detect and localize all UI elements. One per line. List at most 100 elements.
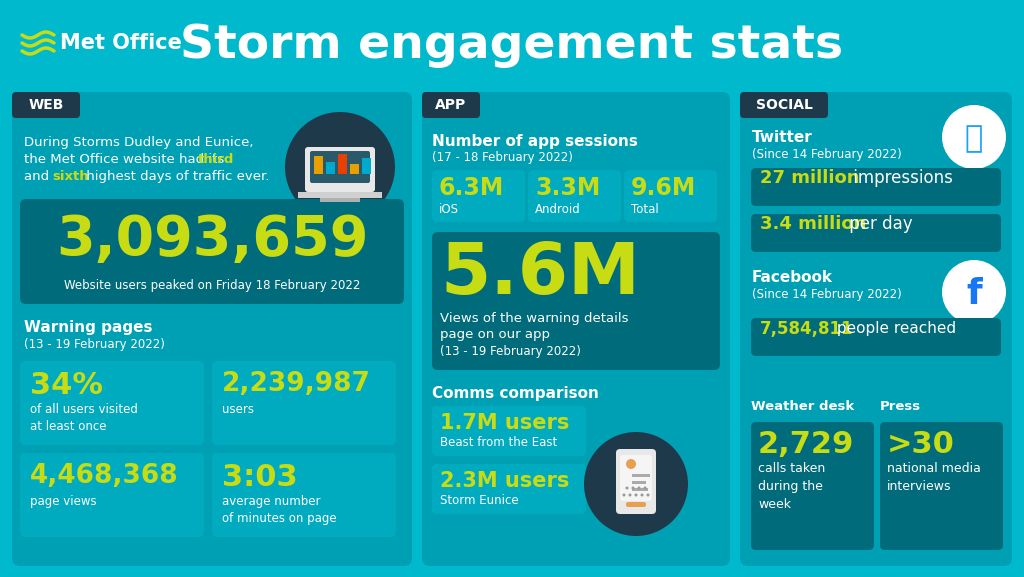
Text: users: users <box>222 403 254 416</box>
Bar <box>632 481 646 484</box>
FancyBboxPatch shape <box>432 232 720 370</box>
Bar <box>319 198 360 202</box>
Circle shape <box>626 486 629 489</box>
FancyBboxPatch shape <box>751 422 874 550</box>
FancyBboxPatch shape <box>310 151 370 183</box>
Text: Facebook: Facebook <box>752 270 833 285</box>
Text: people reached: people reached <box>831 321 956 336</box>
FancyBboxPatch shape <box>751 318 1001 356</box>
FancyBboxPatch shape <box>12 92 80 118</box>
Text: 3:03: 3:03 <box>222 463 298 492</box>
Text: 4,468,368: 4,468,368 <box>30 463 178 489</box>
Text: 🐦: 🐦 <box>965 125 983 153</box>
Text: Storm engagement stats: Storm engagement stats <box>180 23 844 68</box>
Text: average number
of minutes on page: average number of minutes on page <box>222 495 337 525</box>
Text: >30: >30 <box>887 430 954 459</box>
Text: During Storms Dudley and Eunice,: During Storms Dudley and Eunice, <box>24 136 254 149</box>
FancyBboxPatch shape <box>432 170 525 222</box>
Text: Twitter: Twitter <box>752 130 813 145</box>
Circle shape <box>635 493 638 496</box>
Bar <box>314 156 323 174</box>
Circle shape <box>626 459 636 469</box>
FancyBboxPatch shape <box>12 92 412 566</box>
Bar <box>632 488 648 491</box>
Bar <box>298 192 382 198</box>
Text: Press: Press <box>880 400 922 413</box>
Text: f: f <box>966 277 982 311</box>
Circle shape <box>285 112 395 222</box>
Circle shape <box>640 493 643 496</box>
FancyBboxPatch shape <box>620 455 652 501</box>
Text: calls taken
during the
week: calls taken during the week <box>758 462 825 511</box>
Text: the Met Office website had its: the Met Office website had its <box>24 153 228 166</box>
Text: Website users peaked on Friday 18 February 2022: Website users peaked on Friday 18 Februa… <box>63 279 360 293</box>
Text: sixth: sixth <box>52 170 89 183</box>
FancyBboxPatch shape <box>432 464 586 514</box>
Text: 7,584,811: 7,584,811 <box>760 320 853 338</box>
Text: WEB: WEB <box>29 98 63 112</box>
Text: Android: Android <box>535 203 581 216</box>
Text: highest days of traffic ever.: highest days of traffic ever. <box>82 170 269 183</box>
FancyBboxPatch shape <box>740 92 1012 566</box>
Circle shape <box>638 486 640 489</box>
FancyBboxPatch shape <box>20 199 404 304</box>
Text: Views of the warning details: Views of the warning details <box>440 312 629 325</box>
Text: (17 - 18 February 2022): (17 - 18 February 2022) <box>432 151 572 164</box>
Text: 3.4 million: 3.4 million <box>760 215 866 233</box>
Text: (Since 14 February 2022): (Since 14 February 2022) <box>752 148 902 161</box>
Circle shape <box>643 486 646 489</box>
FancyBboxPatch shape <box>528 170 621 222</box>
Circle shape <box>629 493 632 496</box>
Bar <box>350 164 359 174</box>
Text: 2.3M users: 2.3M users <box>440 471 569 491</box>
Bar <box>338 154 347 174</box>
Text: iOS: iOS <box>439 203 459 216</box>
Text: Beast from the East: Beast from the East <box>440 436 557 449</box>
Text: Warning pages: Warning pages <box>24 320 153 335</box>
FancyBboxPatch shape <box>616 449 656 514</box>
Circle shape <box>942 260 1006 324</box>
FancyBboxPatch shape <box>422 92 480 118</box>
Text: 6.3M: 6.3M <box>439 176 504 200</box>
Text: 34%: 34% <box>30 371 103 400</box>
Circle shape <box>646 493 649 496</box>
Circle shape <box>942 105 1006 169</box>
Text: impressions: impressions <box>848 169 953 187</box>
Text: Total: Total <box>631 203 658 216</box>
Bar <box>326 162 335 174</box>
FancyBboxPatch shape <box>626 502 646 507</box>
Text: (13 - 19 February 2022): (13 - 19 February 2022) <box>24 338 165 351</box>
FancyBboxPatch shape <box>740 92 828 118</box>
Text: Weather desk: Weather desk <box>751 400 854 413</box>
Text: APP: APP <box>435 98 467 112</box>
Text: page views: page views <box>30 495 96 508</box>
FancyBboxPatch shape <box>212 453 396 537</box>
Text: Number of app sessions: Number of app sessions <box>432 134 638 149</box>
Text: 2,729: 2,729 <box>758 430 854 459</box>
Text: 2,239,987: 2,239,987 <box>222 371 371 397</box>
FancyBboxPatch shape <box>20 453 204 537</box>
FancyBboxPatch shape <box>880 422 1002 550</box>
FancyBboxPatch shape <box>624 170 717 222</box>
Text: SOCIAL: SOCIAL <box>756 98 812 112</box>
Text: (13 - 19 February 2022): (13 - 19 February 2022) <box>440 345 581 358</box>
FancyBboxPatch shape <box>20 361 204 445</box>
Text: Storm Eunice: Storm Eunice <box>440 494 518 507</box>
FancyBboxPatch shape <box>432 406 586 456</box>
FancyBboxPatch shape <box>751 214 1001 252</box>
FancyBboxPatch shape <box>751 168 1001 206</box>
Text: 9.6M: 9.6M <box>631 176 696 200</box>
FancyBboxPatch shape <box>422 92 730 566</box>
FancyBboxPatch shape <box>212 361 396 445</box>
Text: national media
interviews: national media interviews <box>887 462 981 493</box>
Text: third: third <box>198 153 234 166</box>
Text: Met Office: Met Office <box>60 33 182 53</box>
Text: per day: per day <box>844 215 912 233</box>
Text: 5.6M: 5.6M <box>440 240 640 309</box>
Text: of all users visited
at least once: of all users visited at least once <box>30 403 138 433</box>
Circle shape <box>632 486 635 489</box>
Text: page on our app: page on our app <box>440 328 550 341</box>
Circle shape <box>584 432 688 536</box>
Text: 3,093,659: 3,093,659 <box>56 213 369 267</box>
Bar <box>0 0 1024 85</box>
